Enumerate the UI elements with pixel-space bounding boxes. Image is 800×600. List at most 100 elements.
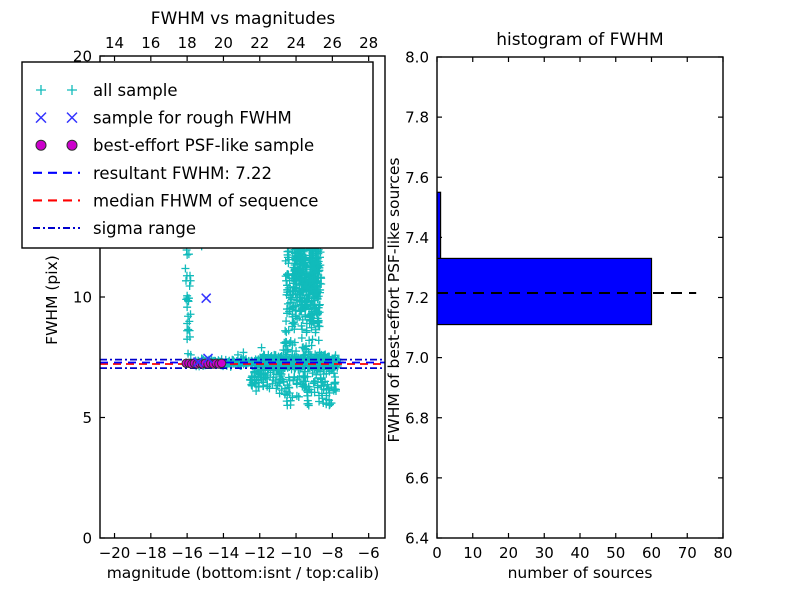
scatter-marker-plus — [268, 376, 277, 385]
left-y-tick-label: 5 — [82, 409, 92, 427]
scatter-marker-cross — [35, 112, 47, 124]
scatter-marker-plus — [329, 369, 338, 378]
right-x-tick-label: 40 — [570, 544, 589, 562]
scatter-marker-plus — [184, 325, 193, 334]
scatter-marker-plus — [326, 400, 335, 409]
scatter-marker-plus — [185, 282, 194, 291]
scatter-marker-plus — [275, 389, 284, 398]
right-y-tick-label: 6.6 — [405, 469, 429, 487]
scatter-marker-plus — [302, 326, 311, 335]
legend-entries: all sample sample for rough FWHM best-effo… — [33, 81, 318, 238]
scatter-marker-plus — [283, 391, 292, 400]
legend-item-label: median FHWM of sequence — [93, 191, 318, 210]
legend-box: all sample sample for rough FWHM best-effo… — [21, 61, 374, 249]
scatter-marker-cross — [202, 353, 214, 364]
scatter-marker-plus — [184, 250, 193, 259]
right-y-tick-label: 6.4 — [405, 530, 429, 548]
scatter-marker-plus — [183, 303, 192, 312]
right-panel-y-ticklabels: 6.4 6.6 6.8 7.0 7.2 7.4 7.6 7.8 8.0 — [405, 49, 429, 548]
scatter-marker-plus — [310, 376, 319, 385]
legend-item[interactable]: sample for rough FWHM — [35, 109, 292, 128]
legend-item[interactable]: median FHWM of sequence — [33, 191, 318, 210]
scatter-marker-plus — [313, 314, 322, 323]
scatter-marker-plus — [263, 382, 272, 391]
left-panel-title: FWHM vs magnitudes — [151, 9, 336, 29]
scatter-marker-plus — [308, 263, 317, 272]
left-bottom-tick-label: −16 — [171, 544, 203, 562]
scatter-marker-plus — [181, 276, 190, 285]
scatter-marker-plus — [298, 325, 307, 334]
left-panel-data-area — [100, 230, 385, 410]
histogram-bar — [437, 257, 653, 326]
right-x-tick-label: 50 — [606, 544, 625, 562]
right-y-tick-label: 7.2 — [405, 289, 429, 307]
legend-item[interactable]: best-effort PSF-like sample — [35, 136, 314, 155]
left-top-tick-label: 16 — [141, 34, 160, 52]
scatter-marker-plus — [185, 317, 194, 326]
legend-item[interactable]: all sample — [36, 81, 178, 100]
right-panel-xlabel: number of sources — [508, 564, 653, 582]
scatter-marker-plus — [314, 336, 323, 345]
legend-item-label: best-effort PSF-like sample — [93, 136, 314, 155]
scatter-marker-plus — [314, 391, 323, 400]
legend-item[interactable]: resultant FWHM: 7.22 — [33, 164, 272, 183]
scatter-marker-plus — [233, 350, 242, 359]
scatter-marker-plus — [258, 353, 267, 362]
scatter-marker-plus — [281, 346, 290, 355]
scatter-marker-plus — [308, 369, 317, 378]
right-x-tick-label: 60 — [642, 544, 661, 562]
left-top-tick-label: 26 — [323, 34, 342, 52]
scatter-marker-plus — [290, 320, 299, 329]
right-x-tick-label: 0 — [432, 544, 442, 562]
scatter-marker-plus — [282, 317, 291, 326]
scatter-marker-plus — [286, 401, 295, 410]
scatter-marker-plus — [285, 291, 294, 300]
scatter-marker-plus — [185, 326, 194, 335]
scatter-marker-plus — [322, 369, 331, 378]
left-bottom-tick-label: −8 — [321, 544, 343, 562]
scatter-marker-plus — [252, 386, 261, 395]
scatter-marker-plus — [313, 381, 322, 390]
scatter-marker-plus — [303, 399, 312, 408]
left-panel-frame — [99, 55, 386, 539]
scatter-marker-plus — [306, 262, 315, 271]
legend-item[interactable]: sigma range — [33, 219, 196, 238]
right-x-tick-label: 20 — [499, 544, 518, 562]
scatter-marker-plus — [239, 348, 248, 357]
scatter-marker-plus — [289, 318, 298, 327]
scatter-marker-plus — [310, 272, 319, 281]
scatter-marker-plus — [323, 380, 332, 389]
left-panel-y-ticklabels: 0 5 10 20 — [73, 48, 92, 548]
left-top-tick-label: 22 — [250, 34, 269, 52]
scatter-marker-plus — [36, 85, 46, 95]
scatter-marker-plus — [312, 291, 321, 300]
scatter-marker-plus — [291, 272, 300, 281]
scatter-marker-plus — [305, 294, 314, 303]
scatter-marker-plus — [285, 375, 294, 384]
right-y-tick-label: 7.0 — [405, 349, 429, 367]
scatter-marker-plus — [331, 385, 340, 394]
scatter-rough-sample — [192, 293, 214, 368]
right-y-tick-label: 7.4 — [405, 229, 429, 247]
scatter-marker-plus — [307, 313, 316, 322]
scatter-marker-plus — [257, 365, 266, 374]
scatter-marker-plus — [296, 275, 305, 284]
scatter-marker-cross — [201, 293, 212, 304]
scatter-marker-plus — [260, 354, 269, 363]
left-top-tick-label: 14 — [105, 34, 124, 52]
right-y-tick-label: 8.0 — [405, 49, 429, 67]
scatter-marker-plus — [286, 337, 295, 346]
scatter-marker-plus — [306, 268, 315, 277]
scatter-marker-plus — [275, 353, 284, 362]
right-panel-frame — [436, 56, 724, 539]
scatter-marker-plus — [257, 375, 266, 384]
scatter-marker-plus — [247, 373, 256, 382]
scatter-marker-plus — [183, 294, 192, 303]
scatter-marker-plus — [297, 333, 306, 342]
left-panel-bottom-ticklabels: −20 −18 −16 −14 −12 −10 −8 −6 — [99, 544, 380, 562]
scatter-marker-plus — [185, 271, 194, 280]
left-y-tick-label: 10 — [73, 289, 92, 307]
scatter-marker-plus — [322, 391, 331, 400]
scatter-marker-plus — [312, 253, 321, 262]
